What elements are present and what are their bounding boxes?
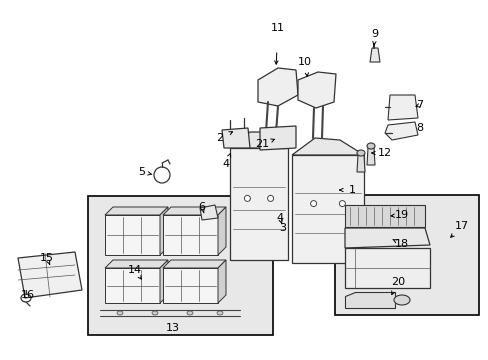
Polygon shape	[18, 252, 82, 298]
Text: 3: 3	[279, 223, 286, 233]
Bar	[345, 205, 424, 227]
Polygon shape	[163, 268, 218, 303]
Polygon shape	[258, 68, 297, 106]
Text: 7: 7	[416, 100, 423, 110]
Polygon shape	[384, 122, 417, 140]
Ellipse shape	[267, 195, 273, 201]
Text: 2: 2	[216, 133, 223, 143]
Text: 15: 15	[40, 253, 54, 263]
Polygon shape	[369, 48, 379, 62]
Text: 17: 17	[454, 221, 468, 231]
Text: 8: 8	[416, 123, 423, 133]
Text: 18: 18	[394, 239, 408, 249]
Ellipse shape	[244, 195, 250, 201]
Ellipse shape	[217, 311, 223, 315]
Text: 19: 19	[394, 210, 408, 220]
Text: 5: 5	[138, 167, 145, 177]
Ellipse shape	[186, 311, 193, 315]
Polygon shape	[229, 148, 287, 260]
Text: 10: 10	[297, 57, 311, 67]
Text: 14: 14	[128, 265, 142, 275]
Bar	[88, 196, 272, 335]
Ellipse shape	[310, 201, 316, 207]
Text: 4: 4	[222, 159, 229, 169]
Polygon shape	[297, 72, 335, 108]
Text: 16: 16	[21, 290, 35, 300]
Bar	[345, 248, 429, 288]
Polygon shape	[291, 138, 363, 155]
Polygon shape	[345, 292, 394, 308]
Text: 9: 9	[371, 29, 378, 39]
Ellipse shape	[356, 150, 364, 156]
Bar	[334, 195, 478, 315]
Polygon shape	[160, 260, 168, 303]
Polygon shape	[387, 95, 417, 120]
Ellipse shape	[339, 201, 345, 207]
Text: 11: 11	[270, 23, 285, 33]
Polygon shape	[200, 205, 218, 220]
Polygon shape	[163, 215, 218, 255]
Polygon shape	[218, 207, 225, 255]
Text: 13: 13	[165, 323, 180, 333]
Polygon shape	[229, 132, 287, 148]
Polygon shape	[345, 228, 429, 248]
Polygon shape	[105, 207, 168, 215]
Polygon shape	[105, 268, 160, 303]
Polygon shape	[356, 155, 364, 172]
Polygon shape	[218, 260, 225, 303]
Polygon shape	[105, 215, 160, 255]
Ellipse shape	[152, 311, 158, 315]
Polygon shape	[366, 148, 374, 165]
Polygon shape	[260, 126, 295, 150]
Text: 6: 6	[198, 202, 205, 212]
Text: 12: 12	[377, 148, 391, 158]
Text: 21: 21	[254, 139, 268, 149]
Text: 4: 4	[276, 213, 283, 223]
Polygon shape	[222, 128, 249, 148]
Text: 20: 20	[390, 277, 404, 287]
Polygon shape	[160, 207, 168, 255]
Ellipse shape	[117, 311, 123, 315]
Polygon shape	[163, 260, 225, 268]
Polygon shape	[291, 155, 363, 263]
Polygon shape	[163, 207, 225, 215]
Polygon shape	[105, 260, 168, 268]
Text: 1: 1	[348, 185, 355, 195]
Ellipse shape	[366, 143, 374, 149]
Ellipse shape	[393, 295, 409, 305]
